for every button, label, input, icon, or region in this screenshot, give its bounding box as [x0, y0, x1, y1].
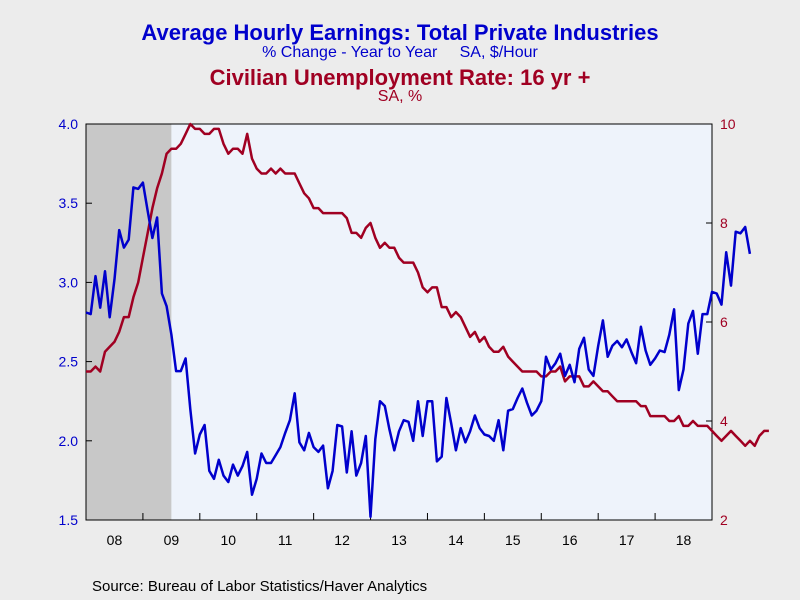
- x-tick-label: 18: [676, 532, 692, 548]
- y-left-tick-label: 3.5: [59, 195, 79, 211]
- x-tick-label: 15: [505, 532, 521, 548]
- x-tick-label: 11: [278, 532, 293, 548]
- chart-subtitle-unemployment: SA, %: [377, 88, 423, 105]
- y-left-tick-label: 1.5: [59, 512, 79, 528]
- y-left-tick-label: 4.0: [59, 116, 79, 132]
- chart-title-unemployment: Civilian Unemployment Rate: 16 yr +: [209, 65, 591, 90]
- earnings-series-line: [85, 181, 752, 519]
- x-tick-label: 16: [562, 532, 578, 548]
- y-left-tick-label: 3.0: [59, 274, 79, 290]
- chart-subtitle-earnings: % Change - Year to Year SA, $/Hour: [262, 44, 538, 61]
- x-tick-label: 08: [107, 532, 123, 548]
- chart-title-earnings: Average Hourly Earnings: Total Private I…: [141, 20, 659, 45]
- x-tick-label: 17: [619, 532, 635, 548]
- y-right-tick-label: 6: [720, 314, 728, 330]
- y-left-tick-label: 2.0: [59, 433, 79, 449]
- x-tick-label: 12: [334, 532, 350, 548]
- x-tick-label: 14: [448, 532, 464, 548]
- x-tick-label: 09: [164, 532, 180, 548]
- y-right-tick-label: 2: [720, 512, 728, 528]
- source-note: Source: Bureau of Labor Statistics/Haver…: [92, 578, 428, 595]
- y-left-tick-label: 2.5: [59, 354, 79, 370]
- x-tick-label: 13: [391, 532, 407, 548]
- unemployment-series-line: [86, 122, 769, 448]
- x-tick-label: 10: [220, 532, 236, 548]
- y-right-tick-label: 10: [720, 116, 736, 132]
- plot-area: [86, 124, 712, 520]
- y-right-tick-label: 8: [720, 215, 728, 231]
- y-right-tick-label: 4: [720, 413, 728, 429]
